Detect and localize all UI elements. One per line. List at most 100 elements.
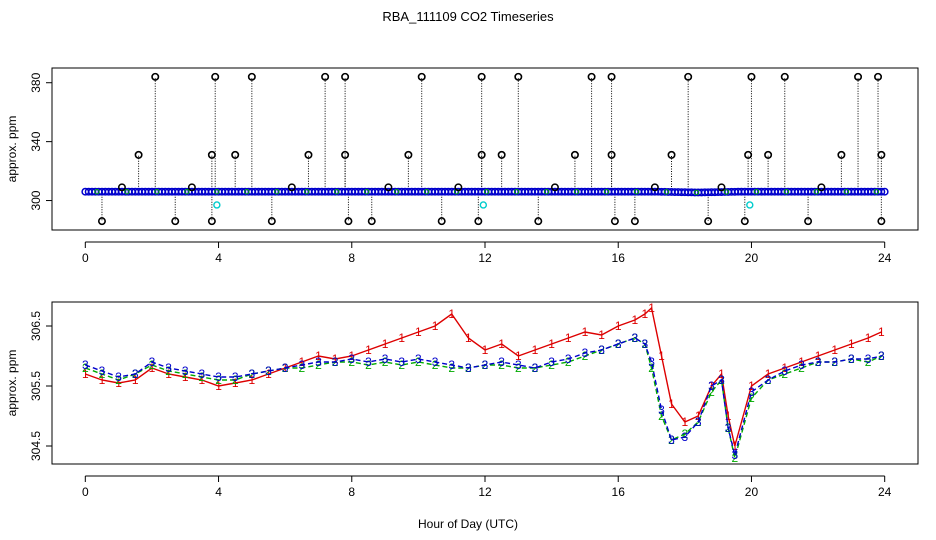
series-1-point: 1 (132, 373, 139, 387)
series-2-point: 2 (232, 373, 239, 387)
series-1-point: 1 (798, 355, 805, 369)
series-2-point: 2 (365, 358, 372, 372)
bottom-y-axis-label: approx. ppm (5, 350, 19, 417)
series-1-point: 1 (865, 331, 872, 345)
mid-spike-point (877, 150, 886, 159)
bottom-x-tick-label: 20 (745, 485, 759, 499)
baseline-green-point (214, 189, 220, 195)
series-1-point: 1 (232, 376, 239, 390)
series-1-point: 1 (532, 343, 539, 357)
series-1-point: 1 (565, 331, 572, 345)
series-1-point: 1 (215, 379, 222, 393)
bottom-series-marks: 1 1 1 11 1 1 1 1 1 1 1 1 1 1 1 1 1 1 1 1 1111 11 1 1 1 1 11 1 1 1111 1… (82, 301, 885, 465)
low-spike-point (171, 217, 180, 226)
series-1-point: 1 (548, 337, 555, 351)
baseline-green-point (693, 189, 700, 196)
baseline-green-point (244, 189, 250, 195)
top-series-marks (81, 72, 889, 226)
series-3-point: 3 (582, 346, 589, 360)
series-1-point: 1 (382, 337, 389, 351)
mid-spike-point (231, 150, 240, 159)
series-2-point: 2 (448, 361, 455, 375)
series-3-point: 3 (448, 358, 455, 372)
series-3-point: 3 (632, 331, 639, 345)
top-y-tick-label: 300 (29, 190, 43, 210)
series-line-3 (85, 337, 882, 456)
series-2-point: 2 (781, 367, 788, 381)
series-2-point: 2 (878, 349, 885, 363)
high-spike-point (341, 72, 350, 81)
baseline-green-point (603, 189, 610, 195)
series-1-point: 1 (731, 439, 738, 453)
mid-spike-point (744, 150, 753, 159)
series-2-point: 2 (348, 355, 355, 369)
series-3-point: 3 (165, 361, 172, 375)
top-y-tick-label: 380 (29, 72, 43, 92)
series-3-point: 3 (731, 448, 738, 462)
high-spike-point (587, 72, 596, 81)
series-1-point: 1 (848, 337, 855, 351)
bottom-y-tick-label: 304.5 (29, 431, 43, 461)
series-3-point: 3 (149, 355, 156, 369)
top-x-tick-label: 12 (478, 251, 492, 265)
baseline-green-point (154, 189, 160, 195)
bottom-y-axis: 304.5 305.5 306.5 (29, 311, 53, 461)
series-3-point: 3 (382, 352, 389, 366)
series-2-point: 2 (99, 367, 106, 381)
low-spike-point (267, 217, 276, 226)
small-bump-point (717, 183, 726, 192)
series-1-point: 1 (465, 331, 472, 345)
mid-spike-point (764, 150, 773, 159)
baseline-green-point (783, 189, 790, 195)
top-x-axis: 0 4 8 12 16 20 24 (82, 241, 892, 265)
small-bump-point (187, 183, 196, 192)
top-x-tick-label: 20 (745, 251, 759, 265)
baseline-green-point (753, 189, 760, 195)
series-3-point: 3 (748, 385, 755, 399)
series-2-point: 2 (632, 331, 639, 345)
series-1-point: 1 (398, 331, 405, 345)
top-x-tick-label: 8 (348, 251, 355, 265)
series-3-point: 3 (598, 343, 605, 357)
high-spike-point (514, 72, 523, 81)
baseline-green-point (573, 189, 580, 195)
baseline-point (880, 187, 889, 196)
series-3-point: 3 (398, 355, 405, 369)
series-2-point: 2 (199, 370, 206, 384)
series-2-point: 2 (748, 391, 755, 405)
high-spike-point (854, 72, 863, 81)
series-1-point: 1 (815, 349, 822, 363)
baseline-green-point (124, 189, 130, 195)
low-spike-point (367, 217, 376, 226)
high-spike-point (477, 72, 486, 81)
mid-spike-point (570, 150, 579, 159)
baseline-green-point (394, 189, 400, 195)
series-1-point: 1 (658, 349, 665, 363)
series-3-point: 3 (365, 355, 372, 369)
small-bump-point (817, 183, 826, 192)
bottom-y-tick-label: 306.5 (29, 311, 43, 341)
mid-spike-point (304, 150, 313, 159)
bottom-x-tick-label: 16 (612, 485, 626, 499)
small-bump-point (454, 183, 463, 192)
high-spike-point (607, 72, 616, 81)
high-spike-point (151, 72, 160, 81)
series-2-point: 2 (498, 358, 505, 372)
series-3-point: 3 (132, 367, 139, 381)
low-spike-point (740, 217, 749, 226)
series-2-point: 2 (515, 361, 522, 375)
series-1-point: 1 (878, 325, 885, 339)
series-3-point: 3 (695, 415, 702, 429)
series-line-1 (85, 306, 882, 447)
high-spike-point (417, 72, 426, 81)
baseline-green-point (543, 189, 550, 195)
bottom-x-tick-label: 24 (878, 485, 892, 499)
small-bump-point (650, 183, 659, 192)
series-3-point: 3 (708, 379, 715, 393)
baseline-green-point (424, 189, 430, 195)
cyan-point (213, 201, 221, 209)
series-1-point: 1 (149, 361, 156, 375)
series-2-point: 2 (315, 358, 322, 372)
low-spike-point (704, 217, 713, 226)
